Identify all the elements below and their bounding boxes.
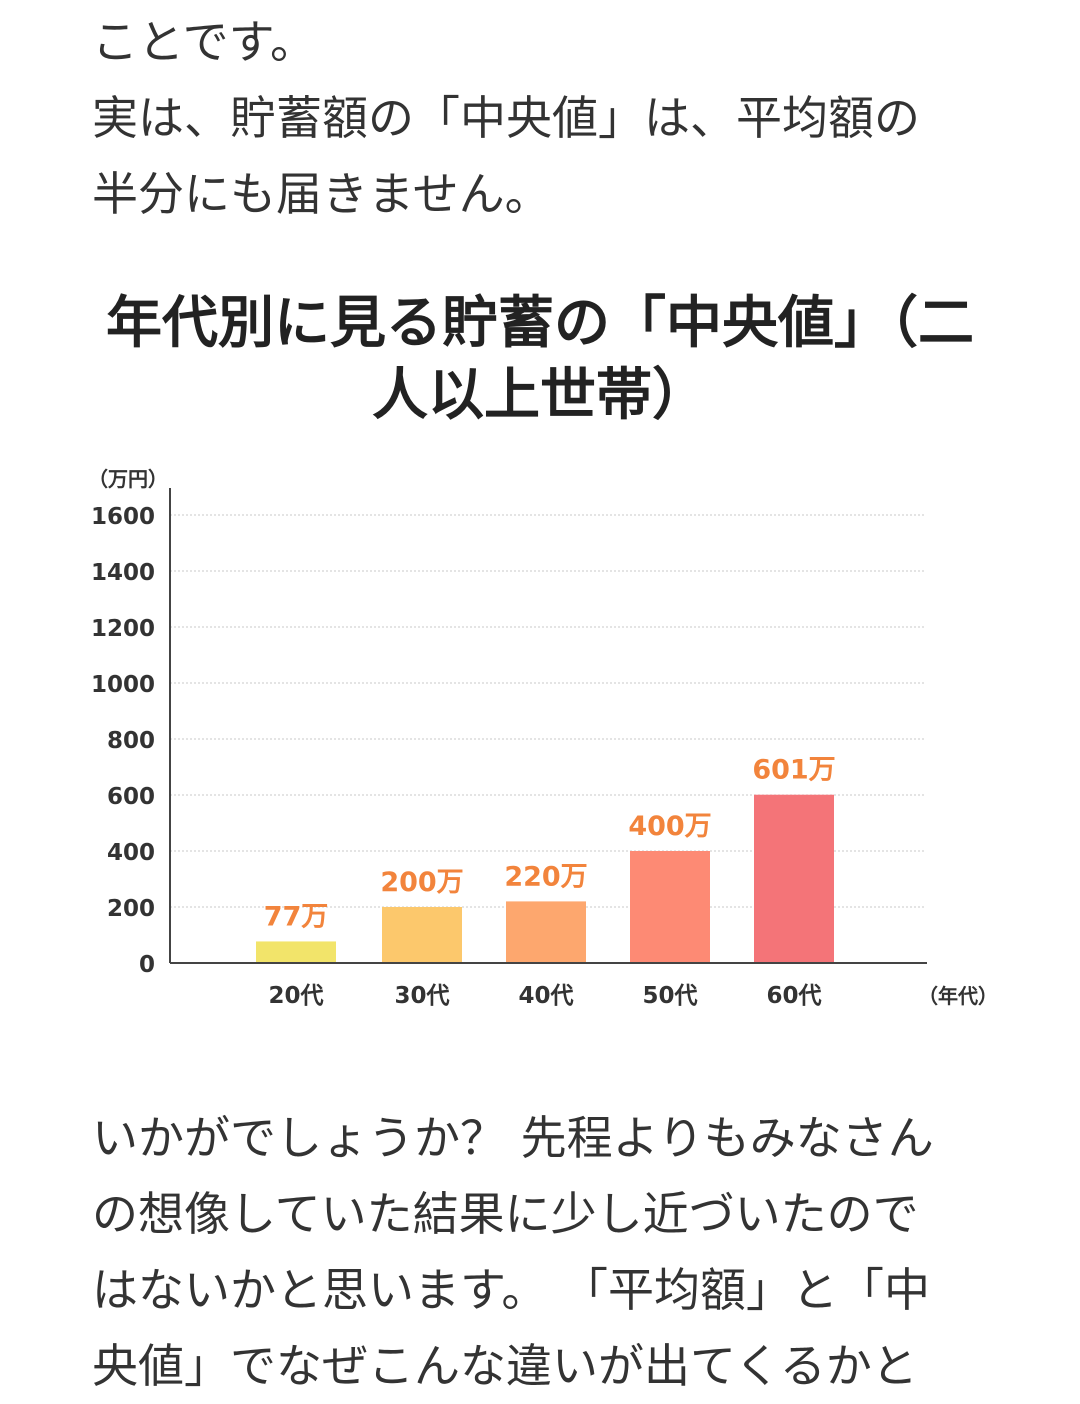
x-category-label: 30代 (394, 983, 449, 1009)
x-category-label: 20代 (268, 983, 323, 1009)
data-label: 400万 (628, 811, 711, 842)
y-tick-label: 1200 (91, 616, 155, 642)
data-label: 200万 (380, 867, 463, 898)
intro-paragraph: ことです。 実は、貯蓄額の「中央値」は、平均額の 半分にも届きません。 (92, 4, 992, 232)
bar-50代 (630, 851, 710, 963)
bar-60代 (754, 794, 834, 963)
y-tick-label: 400 (107, 840, 155, 866)
chart-title: 年代別に見る貯蓄の「中央値」（二 人以上世帯） (60, 288, 1020, 432)
bars (256, 794, 834, 963)
chart-title-line: 人以上世帯） (372, 363, 708, 428)
axes (169, 488, 927, 964)
y-tick-label: 0 (139, 952, 155, 978)
x-category-label: 50代 (642, 983, 697, 1009)
y-tick-label: 1600 (91, 504, 155, 530)
intro-line: ことです。 (92, 15, 317, 69)
grid-lines (170, 514, 925, 908)
labels: 0 200 400 600 800 1000 1200 1400 1600 （万円） 77万 20代 2… (88, 467, 998, 1009)
savings-median-bar-chart: 0 200 400 600 800 1000 1200 1400 1600 （万円） 77万 20代 2… (88, 467, 998, 1009)
y-tick-label: 200 (107, 896, 155, 922)
x-category-label: 40代 (518, 983, 573, 1009)
chart-title-line: 年代別に見る貯蓄の「中央値」（二 (106, 291, 974, 356)
followup-line: の想像していた結果に少し近づいたので (92, 1187, 919, 1241)
y-axis-unit: （万円） (88, 467, 168, 491)
data-label: 77万 (264, 901, 329, 932)
y-tick-label: 600 (107, 784, 155, 810)
data-label: 601万 (752, 755, 835, 786)
intro-line: 半分にも届きません。 (92, 167, 551, 221)
followup-line: いかがでしょうか？ 先程よりもみなさん (92, 1111, 934, 1165)
bar-30代 (382, 907, 462, 963)
x-axis-unit: （年代） (918, 984, 998, 1008)
x-category-label: 60代 (766, 983, 821, 1009)
intro-line: 実は、貯蓄額の「中央値」は、平均額の (92, 91, 920, 145)
data-label: 220万 (504, 861, 587, 892)
y-tick-label: 1400 (91, 560, 155, 586)
bar-20代 (256, 941, 336, 963)
followup-line: 央値」でなぜこんな違いが出てくるかと (92, 1339, 918, 1393)
y-tick-label: 1000 (91, 672, 155, 698)
y-tick-label: 800 (107, 728, 155, 754)
followup-paragraph: いかがでしょうか？ 先程よりもみなさん の想像していた結果に少し近づいたので は… (92, 1100, 992, 1404)
bar-40代 (506, 901, 586, 963)
followup-line: はないかと思います。 「平均額」と「中 (92, 1263, 931, 1317)
